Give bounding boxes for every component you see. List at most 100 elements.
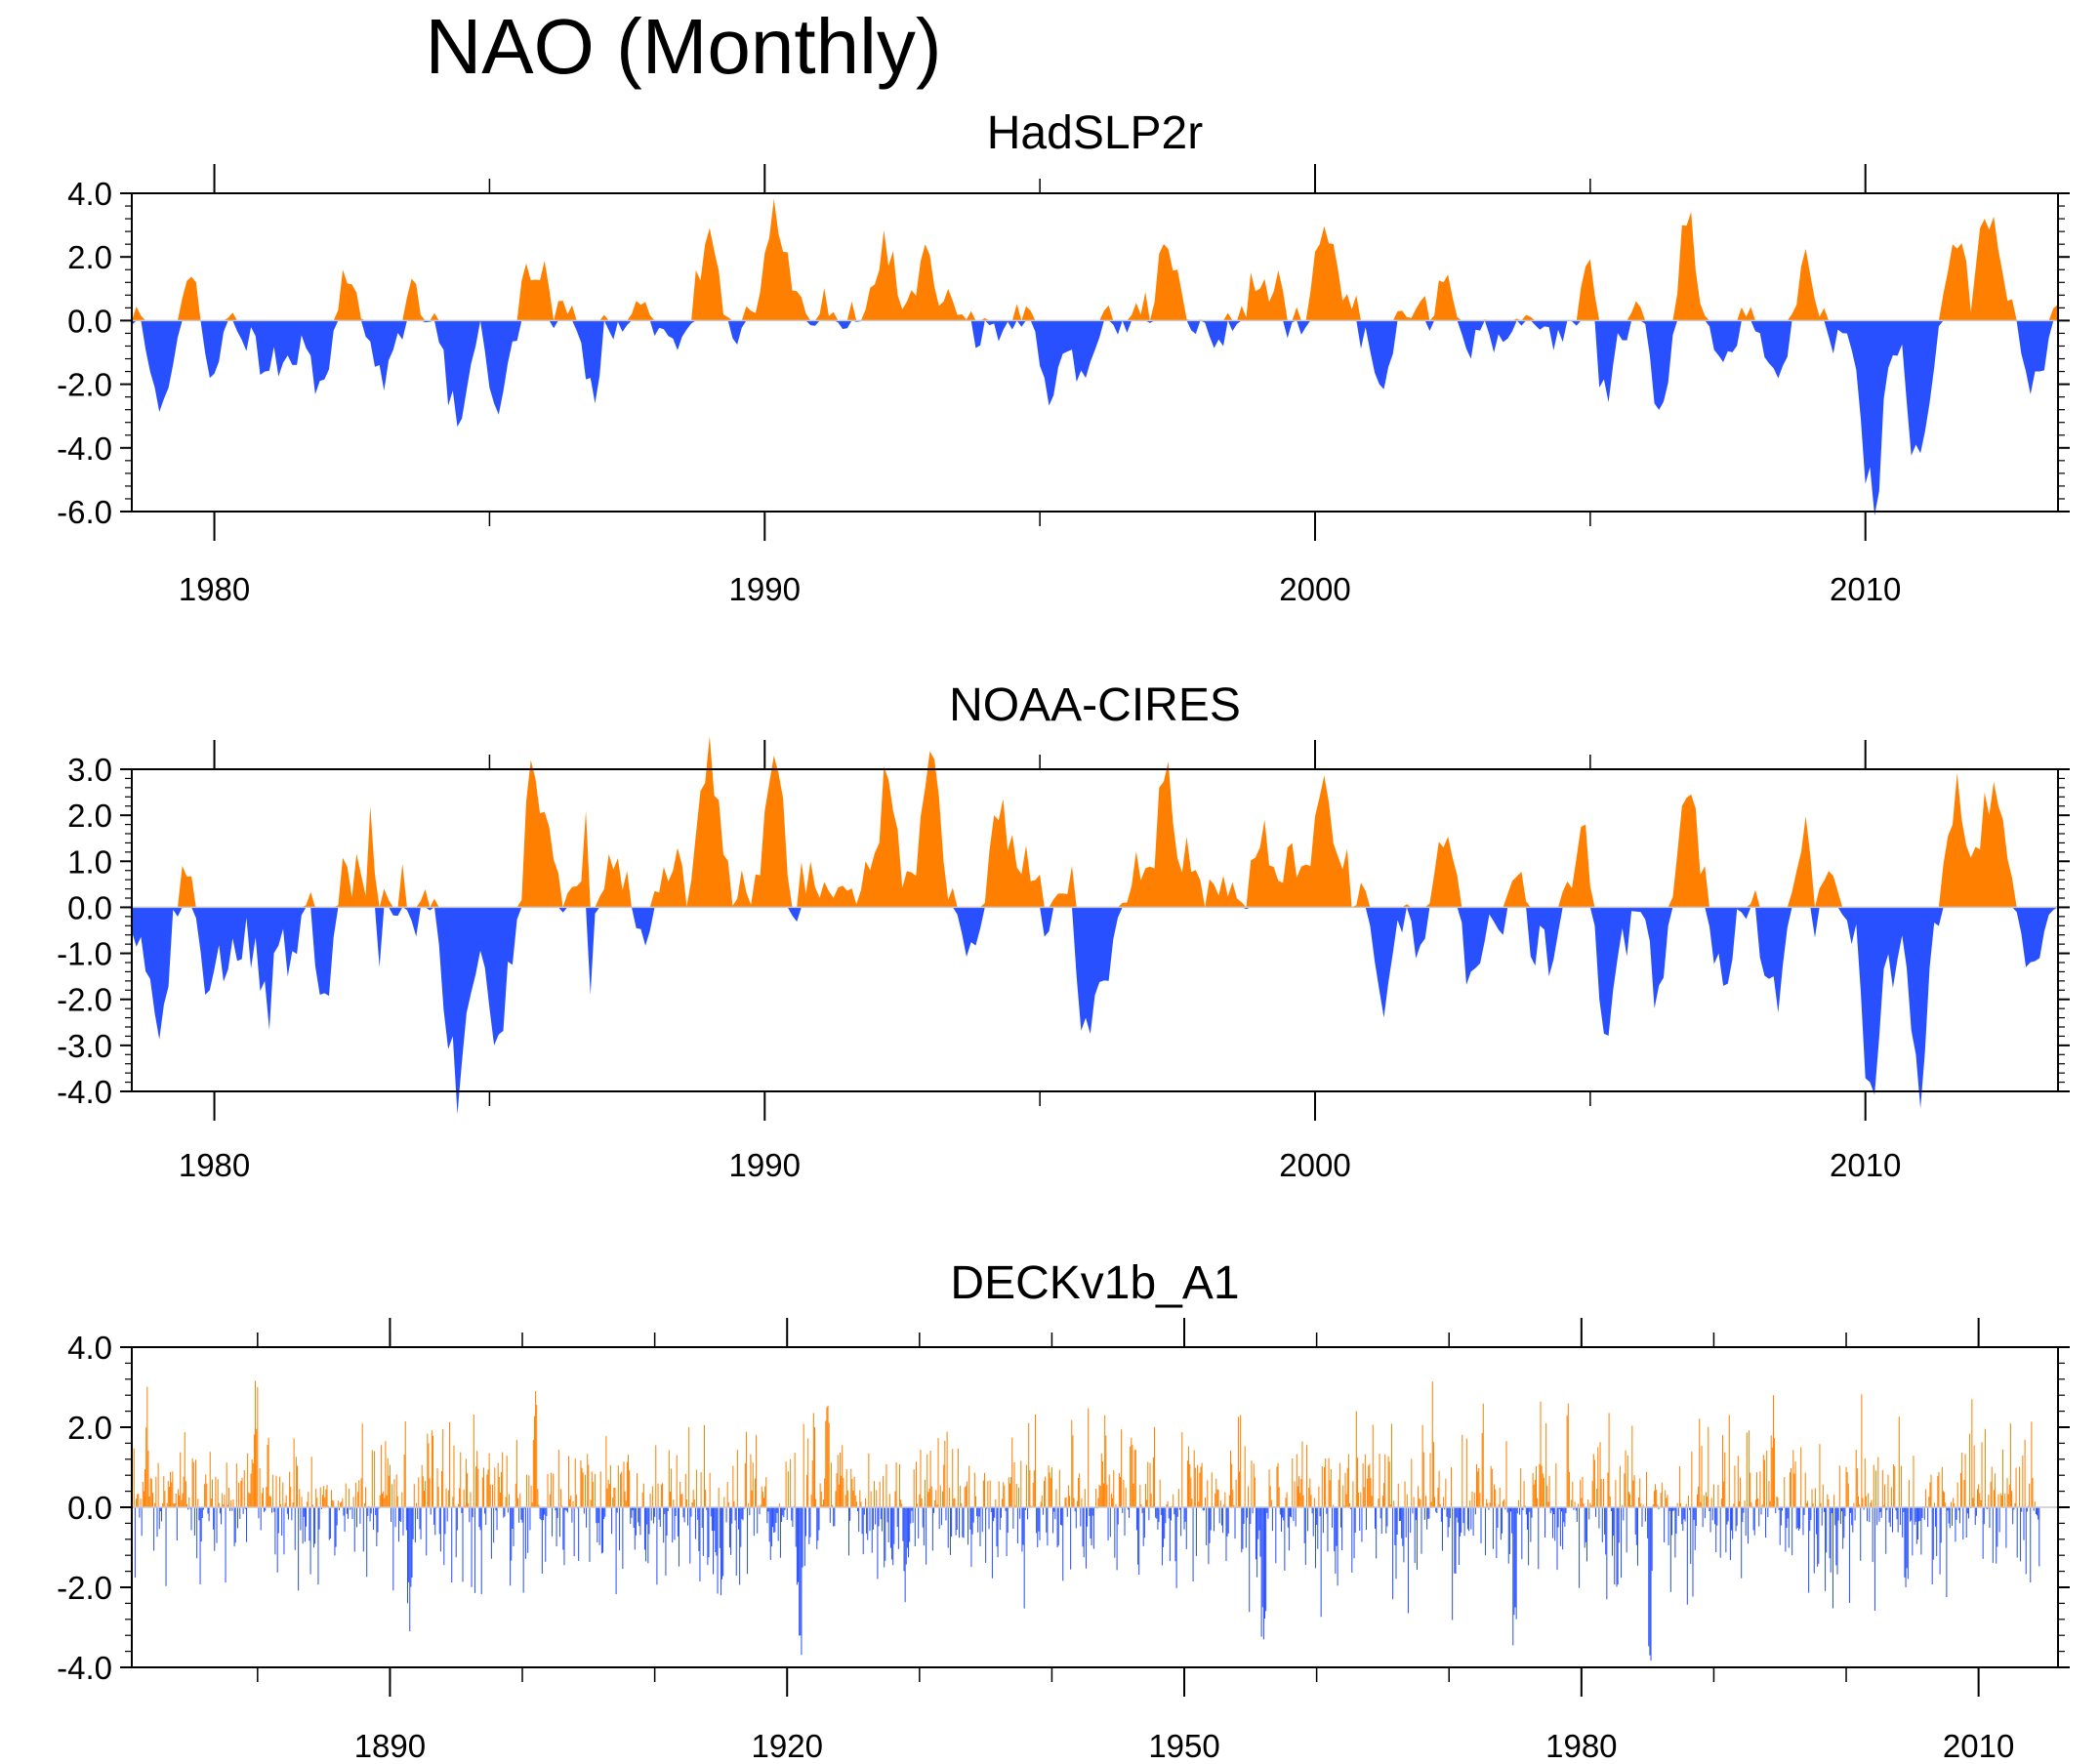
bar-deck (304, 1507, 306, 1542)
bar-deck (983, 1472, 986, 1507)
y-tick-label: 2.0 (67, 239, 112, 275)
bar-deck (388, 1475, 390, 1507)
bar-deck (1208, 1507, 1210, 1565)
bar-deck (1974, 1507, 1976, 1526)
bar-deck (1823, 1507, 1825, 1512)
bar-deck (1105, 1435, 1107, 1507)
bar-deck (623, 1461, 625, 1507)
bar-deck (1216, 1489, 1218, 1507)
bar-deck (995, 1498, 997, 1507)
bar-deck (1177, 1489, 1179, 1507)
bar-deck (1033, 1470, 1035, 1507)
panel-title-deck: DECKv1b_A1 (950, 1257, 1239, 1309)
bar-deck (964, 1487, 966, 1507)
bar-deck (256, 1428, 258, 1507)
bar-deck (1714, 1507, 1716, 1525)
bar-deck (1022, 1507, 1024, 1545)
bar-deck (1215, 1478, 1217, 1507)
bar-deck (1423, 1507, 1425, 1520)
bar-deck (700, 1472, 702, 1507)
bar-deck (1456, 1507, 1458, 1518)
bar-deck (1140, 1504, 1142, 1507)
bar-deck (901, 1503, 903, 1507)
bar-deck (232, 1499, 234, 1507)
bar-deck (224, 1495, 226, 1507)
bar-deck (744, 1463, 746, 1507)
bar-deck (403, 1455, 405, 1507)
bar-deck (283, 1507, 285, 1555)
bar-deck (1935, 1507, 1937, 1527)
bar-deck (1911, 1507, 1913, 1521)
bar-deck (1984, 1428, 1986, 1507)
bar-deck (728, 1507, 730, 1548)
bar-deck (1428, 1507, 1430, 1519)
bar-deck (800, 1507, 802, 1636)
bar-deck (1054, 1507, 1056, 1520)
bar-deck (1082, 1507, 1084, 1547)
bar-deck (550, 1472, 552, 1507)
bar-deck (1711, 1507, 1713, 1521)
bar-deck (334, 1507, 336, 1556)
bar-deck (1746, 1432, 1748, 1507)
bar-deck (1112, 1497, 1114, 1507)
bar-deck (2021, 1507, 2023, 1512)
bar-deck (1579, 1507, 1581, 1588)
bar-deck (1582, 1476, 1584, 1507)
bar-deck (544, 1507, 546, 1515)
bar-deck (909, 1507, 911, 1542)
bar-deck (792, 1507, 794, 1527)
bar-deck (996, 1507, 998, 1547)
bar-deck (581, 1467, 583, 1507)
bar-deck (1156, 1507, 1158, 1519)
bar-deck (1318, 1486, 1320, 1507)
bar-deck (1960, 1473, 1962, 1507)
bar-deck (148, 1496, 150, 1507)
bar-deck (968, 1465, 970, 1507)
bar-deck (1116, 1507, 1118, 1571)
bar-deck (1972, 1497, 1974, 1507)
bar-deck (216, 1507, 218, 1543)
bar-deck (1386, 1507, 1388, 1527)
bar-deck (542, 1507, 545, 1521)
bar-deck (296, 1465, 299, 1507)
bar-deck (136, 1498, 138, 1507)
bar-deck (204, 1484, 206, 1507)
bar-deck (207, 1507, 209, 1514)
bar-deck (923, 1507, 925, 1546)
bar-deck (1085, 1507, 1087, 1569)
bar-deck (273, 1507, 275, 1512)
bar-deck (1431, 1381, 1433, 1507)
bar-deck (1440, 1507, 1442, 1522)
bar-deck (812, 1413, 814, 1507)
bar-deck (1188, 1446, 1190, 1507)
bar-deck (1468, 1507, 1470, 1532)
bar-deck (1251, 1460, 1253, 1507)
bar-deck (1906, 1507, 1908, 1569)
bar-deck (1743, 1507, 1745, 1513)
bar-deck (1708, 1426, 1709, 1507)
bar-deck (366, 1507, 368, 1578)
bar-deck (156, 1507, 158, 1538)
bar-deck (1264, 1507, 1266, 1619)
bar-deck (185, 1481, 186, 1507)
bar-deck (192, 1461, 194, 1507)
y-tick-label: 0.0 (67, 1490, 112, 1526)
bar-deck (276, 1507, 278, 1573)
bar-deck (1874, 1507, 1875, 1611)
bar-deck (1857, 1496, 1859, 1507)
bar-deck (560, 1489, 562, 1507)
bar-deck (465, 1458, 467, 1507)
bar-deck (451, 1507, 453, 1582)
bar-deck (1942, 1491, 1944, 1507)
bar-deck (1702, 1507, 1704, 1528)
bar-deck (1601, 1507, 1603, 1542)
bar-deck (137, 1494, 139, 1507)
bar-deck (1898, 1416, 1900, 1507)
bar-deck (1053, 1507, 1055, 1512)
bar-deck (222, 1493, 224, 1507)
bar-deck (1441, 1507, 1443, 1551)
bar-deck (1481, 1433, 1483, 1507)
bar-deck (494, 1467, 496, 1507)
bar-deck (1863, 1507, 1865, 1510)
bar-deck (872, 1507, 874, 1530)
